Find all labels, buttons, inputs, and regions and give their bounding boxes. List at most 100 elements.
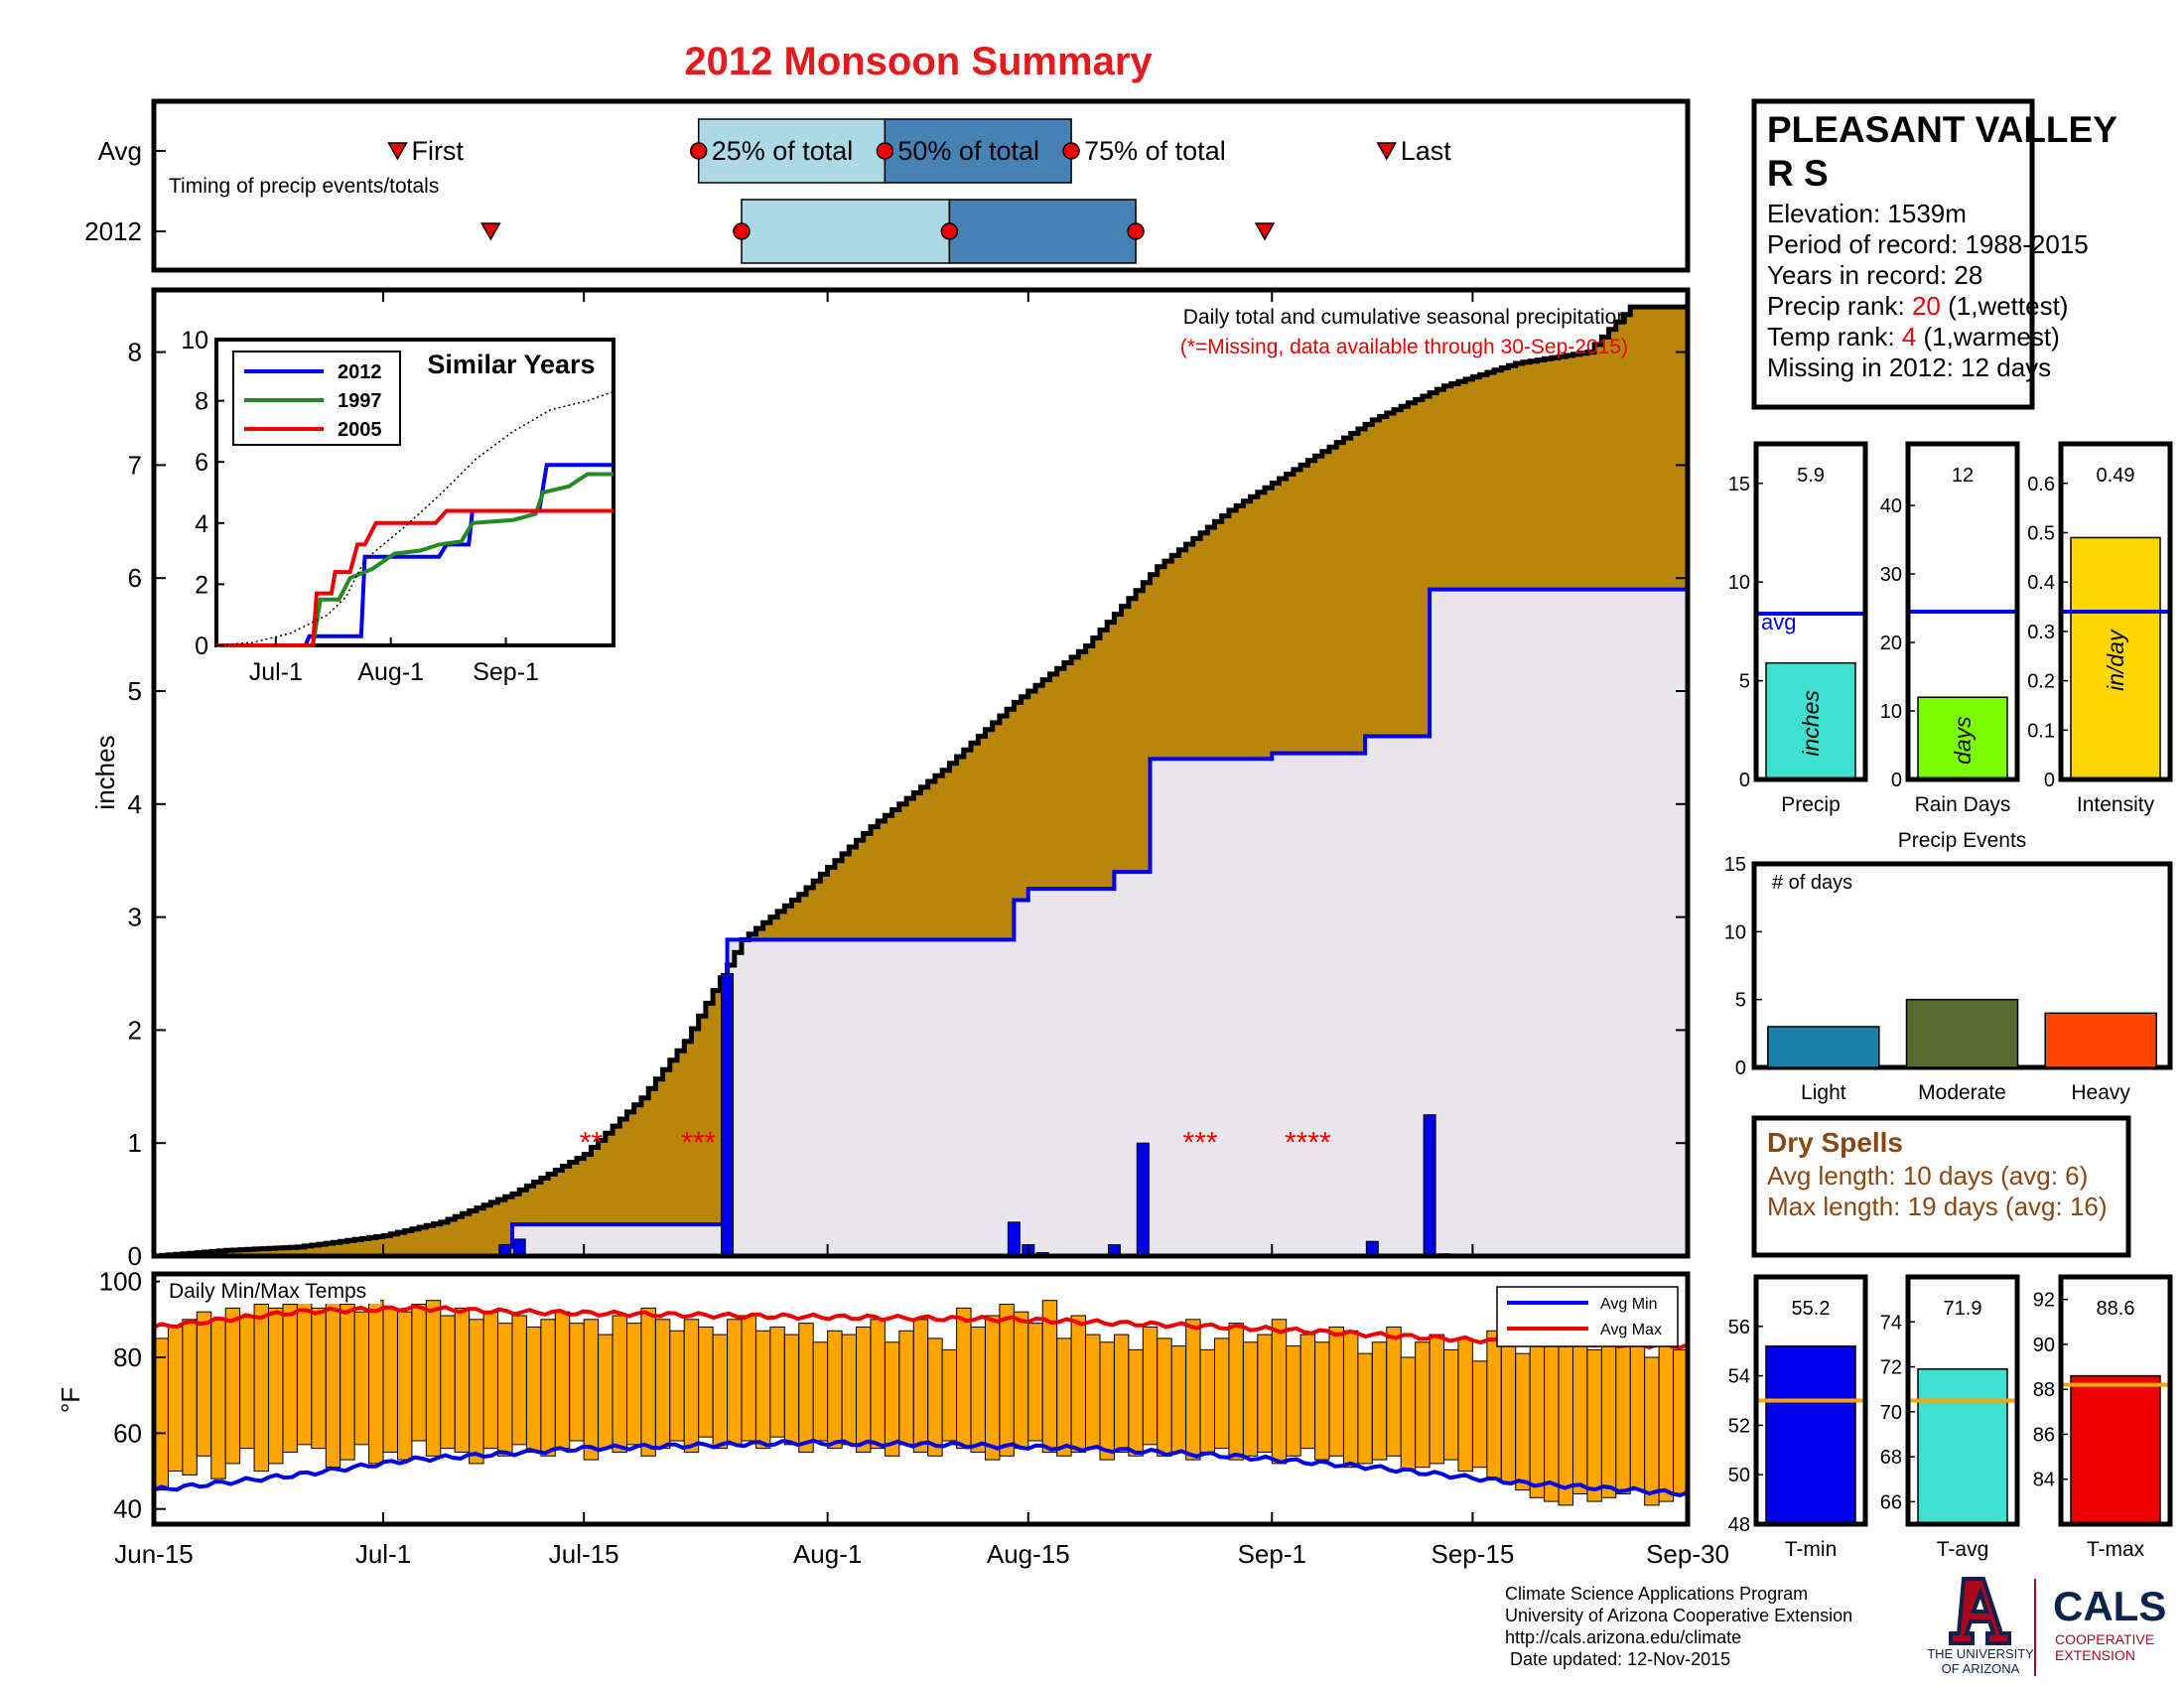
temps-frame [151,1271,1691,1527]
summary-unit-label: inches [1798,690,1824,757]
main-plot-frame [151,287,1691,1259]
daily-temp-bar [1600,1334,1617,1498]
timing-label-last: Last [1401,136,1452,166]
temps-title: Daily Min/Max Temps [169,1280,366,1303]
inset-x-tick-label: Jul-1 [249,658,303,686]
summary-y-tick-label: 0.3 [2027,622,2055,643]
summary-value-label: 88.6 [2097,1298,2135,1320]
timing-label-75: 75% of total [1084,136,1226,166]
summary-panel-frame [1753,1274,1868,1527]
daily-temp-bar [1386,1326,1402,1457]
cumulative-2012-area [154,589,1688,1256]
inset-title: Similar Years [427,350,595,379]
missing-data-mark: *** [681,1126,716,1159]
footer-line4: Date updated: 12-Nov-2015 [1505,1649,1730,1669]
daily-temp-bar [1357,1352,1373,1465]
events-y-tick-label: 15 [1724,854,1746,876]
daily-temp-bar [167,1326,184,1473]
station-period: Period of record: 1988-2015 [1767,229,2089,259]
station-name-line2: R S [1767,153,1829,194]
daily-temp-bar [253,1304,270,1473]
daily-temp-bar [625,1323,642,1446]
dry-spells-title: Dry Spells [1767,1127,1903,1158]
inset-y-tick-label: 6 [195,449,208,477]
daily-temp-bar [482,1311,499,1450]
temperature-summary-panels: 48 50 52 54 56 55.2 T-min 66 68 70 72 74 71.9 T-avg 84… [1728,1274,2173,1561]
daily-temp-bar [182,1319,198,1476]
daily-temp-bar [454,1307,471,1453]
daily-temp-bar [1371,1341,1388,1461]
summary-panel-frame [1905,441,2020,782]
daily-temp-bar [396,1311,413,1461]
daily-temp-bar [1170,1345,1187,1453]
daily-temp-bar [827,1330,843,1450]
daily-temp-bar [525,1326,542,1453]
dry-spells-avg: Avg length: 10 days (avg: 6) [1767,1161,2088,1191]
daily-temp-bar [683,1319,700,1453]
y-tick-label: 7 [128,450,142,480]
daily-temp-bar [669,1330,685,1442]
y-tick-label: 1 [128,1128,142,1158]
daily-temp-bar [340,1304,355,1461]
y-tick-label: 2 [128,1015,142,1045]
daily-temp-bar [783,1334,800,1446]
summary-y-tick-label: 84 [2033,1470,2055,1491]
summary-y-tick-label: 48 [1728,1514,1750,1536]
daily-temp-bar [1544,1341,1560,1502]
main-panel-subtitle: (*=Missing, data available through 30-Se… [1180,336,1628,358]
avg-cumulative-line [154,304,1688,1259]
daily-temp-bar [912,1319,929,1453]
events-category-label: Light [1801,1081,1846,1104]
y-tick-label: 3 [128,903,142,932]
daily-temp-bar [311,1307,327,1450]
summary-bar-intensity [2070,536,2161,780]
daily-temp-bar [569,1323,585,1442]
daily-temp-bar [554,1311,571,1450]
daily-temp-bar [1443,1348,1459,1461]
daily-precip-bar [1423,1114,1436,1257]
summary-bar-t-min [1765,1344,1856,1525]
cals-logo: CALS COOPERATIVE EXTENSION [2053,1583,2166,1663]
station-years: Years in record: 28 [1767,260,1982,290]
temps-legend-box [1496,1286,1679,1347]
daily-temp-bar [1658,1337,1675,1502]
daily-temp-bar [956,1307,972,1450]
summary-value-label: 5.9 [1797,465,1825,487]
daily-temp-bar [1415,1341,1431,1469]
daily-temp-bar [984,1315,1001,1461]
daily-temp-bar [999,1304,1015,1457]
daily-temp-bar [841,1334,858,1446]
missing-data-mark: *** [1183,1126,1218,1159]
daily-temp-bar [325,1300,341,1469]
station-info-box: PLEASANT VALLEY R S Elevation: 1539m Per… [1751,98,2117,410]
summary-panel-frame [2058,1274,2173,1527]
timing-marker-p25 [733,222,751,240]
daily-temp-bar [497,1323,513,1457]
daily-temp-bar [1257,1334,1273,1453]
summary-panel-frame [2058,441,2173,782]
inset-legend-label-1997: 1997 [338,390,382,412]
daily-temp-bar [440,1315,456,1450]
summary-category-label: T-max [2087,1538,2145,1561]
summary-y-tick-label: 0.5 [2027,522,2055,544]
footer-credits: Climate Science Applications Program Uni… [1505,1584,1852,1669]
summary-y-tick-label: 20 [1880,633,1902,654]
daily-temp-bar [1157,1337,1172,1457]
y-tick-label: 0 [128,1241,142,1271]
station-temp-rank: Temp rank: 4 (1,warmest) [1767,322,2060,352]
summary-y-tick-label: 88 [2033,1379,2055,1401]
daily-temp-bar [884,1341,900,1457]
station-elevation: Elevation: 1539m [1767,199,1967,228]
daily-temp-bar [282,1304,298,1453]
temps-ylabel: °F [56,1387,85,1413]
events-y-tick-label: 5 [1735,990,1746,1012]
dry-spells-max: Max length: 19 days (avg: 16) [1767,1192,2108,1221]
summary-y-tick-label: 0.4 [2027,572,2055,594]
daily-temp-bar [1500,1345,1517,1483]
inset-series-1997 [216,472,614,647]
summary-value-label: 0.49 [2097,465,2135,487]
daily-temp-bar [856,1326,872,1453]
events-y-tick-label: 10 [1724,921,1746,943]
daily-temp-bar [411,1304,427,1442]
